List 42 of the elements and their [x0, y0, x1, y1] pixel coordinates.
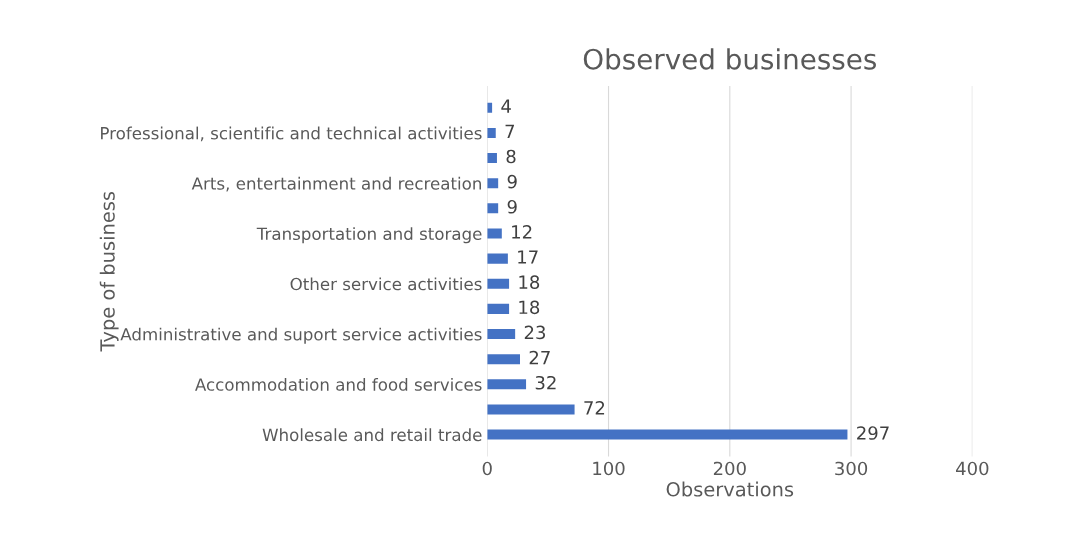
data-label: 32 — [535, 375, 556, 390]
y-tick-label: Administrative and suport service activities — [120, 327, 482, 344]
bar — [487, 404, 575, 415]
y-tick-label: Other service activities — [290, 277, 482, 291]
data-label: 7 — [505, 124, 515, 138]
data-label: 9 — [507, 174, 517, 189]
y-tick-label: Professional, scientific and technical activities — [101, 126, 482, 142]
y-tick-label: Wholesale and retail trade — [262, 428, 482, 442]
bar — [487, 354, 520, 365]
x-tick-label: 200 — [713, 461, 746, 476]
data-label: 12 — [512, 225, 532, 239]
y-axis-title: Type of business — [99, 191, 119, 352]
x-tick-label: 400 — [956, 461, 989, 476]
y-tick-label: Arts, entertainment and recreation — [191, 176, 481, 192]
bar — [487, 178, 499, 189]
bar — [487, 303, 510, 314]
x-tick-label: 100 — [593, 461, 625, 476]
data-label: 297 — [857, 426, 889, 440]
y-tick-label: Transportation and storage — [256, 227, 482, 244]
x-tick-label: 300 — [835, 461, 868, 476]
data-label: 17 — [518, 250, 538, 264]
data-label: 8 — [506, 149, 516, 164]
bar — [487, 153, 497, 164]
data-label: 23 — [524, 325, 546, 340]
x-tick-label: 0 — [482, 461, 492, 476]
bar — [487, 253, 508, 264]
bar — [487, 429, 848, 440]
x-axis-title: Observations — [666, 481, 794, 497]
bar — [487, 228, 502, 239]
bar — [487, 379, 527, 390]
data-label: 18 — [519, 275, 540, 289]
bar — [487, 329, 516, 340]
data-label: 4 — [501, 99, 511, 113]
y-tick-label: Accommodation and food services — [195, 377, 482, 391]
bar — [487, 278, 510, 289]
chart-title: Observed businesses — [583, 48, 876, 70]
data-label: 27 — [529, 350, 550, 365]
bar — [487, 203, 499, 214]
data-label: 72 — [584, 401, 605, 415]
bar — [487, 127, 496, 138]
data-label: 9 — [507, 199, 517, 214]
data-label: 18 — [519, 300, 540, 315]
